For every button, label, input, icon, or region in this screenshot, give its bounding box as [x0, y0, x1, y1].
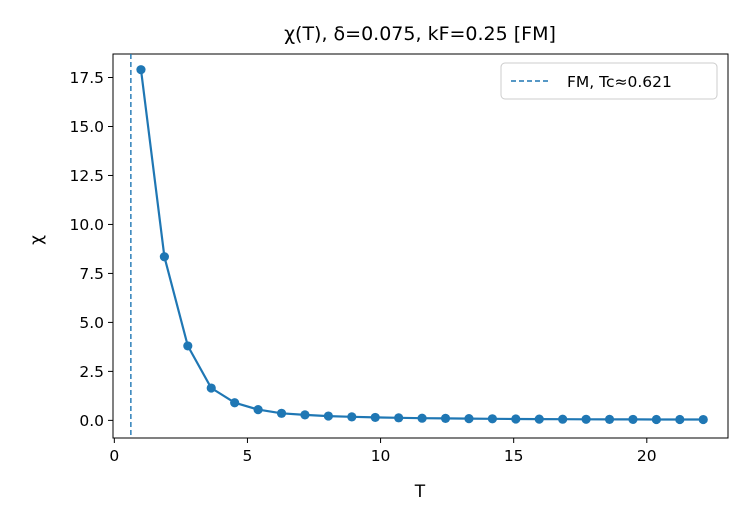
- legend-box: [500, 62, 718, 100]
- data-point: [464, 414, 474, 424]
- data-point: [136, 65, 146, 75]
- data-point: [558, 414, 568, 424]
- data-point: [300, 410, 310, 420]
- y-tick-label: 12.5: [69, 167, 104, 185]
- chart-title: χ(T), δ=0.075, kF=0.25 [FM]: [284, 23, 556, 45]
- data-point: [604, 414, 615, 424]
- y-axis-label: χ: [27, 235, 47, 245]
- data-point: [276, 408, 287, 418]
- y-tick-label: 10.0: [69, 216, 104, 234]
- data-point: [628, 414, 638, 425]
- data-point: [651, 414, 661, 425]
- y-tick-label: 5.0: [79, 314, 104, 332]
- data-point: [394, 413, 404, 423]
- data-point: [440, 413, 451, 424]
- y-tick-label: 0.0: [79, 412, 104, 430]
- data-point: [675, 414, 685, 425]
- data-point: [370, 412, 380, 423]
- data-point: [230, 398, 240, 408]
- legend-label: FM, Tc≈0.621: [567, 73, 672, 91]
- data-point: [206, 383, 216, 393]
- x-tick-label: 0: [109, 447, 119, 465]
- data-point: [698, 414, 708, 425]
- data-point: [253, 404, 263, 415]
- y-tick-label: 2.5: [79, 363, 104, 381]
- data-point: [581, 414, 591, 424]
- axes-frame: [112, 53, 729, 439]
- data-point: [159, 252, 169, 262]
- legend: FM, Tc≈0.621: [500, 62, 718, 100]
- y-tick-label: 7.5: [79, 265, 104, 283]
- data-point: [511, 414, 521, 424]
- x-tick-label: 20: [637, 447, 657, 465]
- x-tick-label: 10: [371, 447, 391, 465]
- data-point: [487, 414, 497, 424]
- x-axis-label: T: [414, 482, 426, 502]
- y-tick-label: 17.5: [69, 69, 104, 87]
- data-point: [417, 413, 427, 423]
- data-point: [534, 414, 544, 424]
- data-point: [323, 411, 333, 421]
- plot-area: 0 5 10 15 20 0.0 2.5 5.0 7.5 10.0 12.5 15.0 17.5: [69, 53, 729, 465]
- data-point: [347, 412, 357, 422]
- x-tick-label: 15: [504, 447, 524, 465]
- x-tick-label: 5: [243, 447, 253, 465]
- y-tick-label: 15.0: [69, 118, 104, 136]
- data-point: [183, 341, 193, 351]
